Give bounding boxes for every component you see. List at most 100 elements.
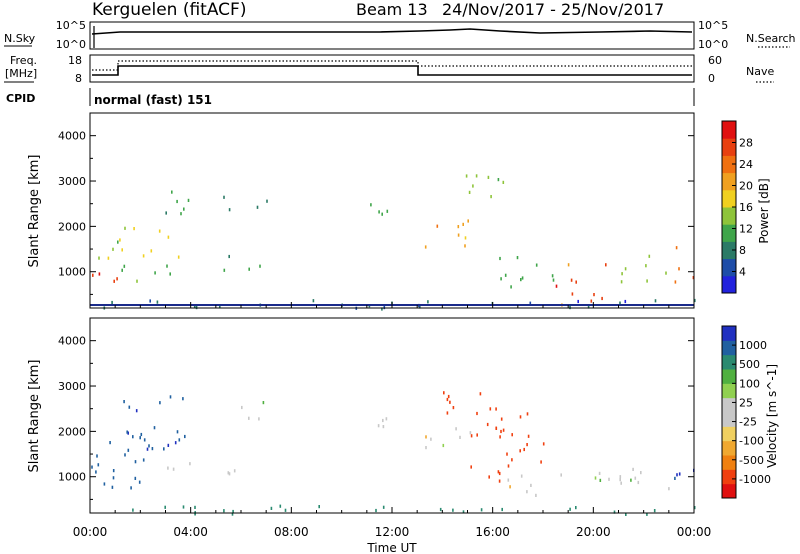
- data-cell: [571, 292, 574, 296]
- cpid-label: CPID: [6, 92, 35, 105]
- data-cell: [446, 411, 449, 415]
- colorbar-swatch: [722, 189, 736, 208]
- freq-label-line2: [MHz]: [5, 67, 37, 80]
- data-cell: [96, 454, 98, 458]
- data-cell: [527, 434, 530, 438]
- data-cell: [149, 299, 151, 303]
- velocity-colorbar-label-text: Velocity [m s^-1]: [765, 364, 779, 468]
- freq-label-line1: Freq.: [10, 54, 37, 67]
- data-cell: [270, 506, 273, 510]
- date-range: 24/Nov/2017 - 25/Nov/2017: [442, 0, 664, 19]
- data-cell: [590, 299, 593, 303]
- data-cell: [92, 273, 94, 277]
- data-cell: [449, 400, 451, 404]
- data-cell: [146, 447, 149, 451]
- data-cell: [98, 272, 101, 276]
- data-cell: [646, 279, 648, 283]
- data-cell: [519, 415, 522, 419]
- data-cell: [619, 475, 622, 479]
- data-cell: [158, 229, 161, 233]
- data-cell: [467, 219, 469, 223]
- data-cell: [194, 512, 196, 516]
- data-cell: [112, 247, 114, 251]
- data-cell: [262, 401, 265, 405]
- data-cell: [470, 434, 473, 438]
- nsky-right-tick-top: 10^5: [698, 19, 728, 32]
- data-cell: [370, 203, 372, 207]
- data-cell: [619, 478, 621, 482]
- colorbar-swatch: [722, 412, 736, 427]
- data-cell: [112, 476, 115, 480]
- data-cell: [184, 434, 186, 439]
- cpid-value: normal (fast) 151: [94, 93, 212, 107]
- data-cell: [625, 512, 627, 516]
- data-cell: [241, 405, 243, 410]
- y-tick-label: 3000: [58, 380, 86, 393]
- data-cell: [381, 212, 383, 216]
- data-cell: [176, 199, 178, 204]
- data-cell: [520, 474, 523, 478]
- colorbar-swatch: [722, 340, 736, 356]
- data-cell: [624, 267, 627, 271]
- data-cell: [446, 397, 449, 402]
- data-cell: [567, 263, 570, 267]
- data-cell: [256, 205, 259, 209]
- data-cell: [495, 426, 497, 430]
- data-cell: [678, 472, 681, 476]
- data-cell: [165, 211, 167, 215]
- y-tick-label: 1000: [58, 471, 86, 484]
- colorbar-swatch: [722, 172, 736, 191]
- data-cell: [163, 447, 165, 451]
- data-cell: [507, 464, 510, 468]
- data-cell: [457, 233, 460, 237]
- data-cell: [500, 429, 502, 434]
- time-tick-label: 12:00: [375, 525, 410, 539]
- time-tick-label: 16:00: [475, 525, 510, 539]
- colorbar-swatch: [722, 155, 736, 174]
- nsky-right-tick-bottom: 10^0: [698, 38, 728, 51]
- data-cell: [140, 432, 143, 437]
- velocity-colorbar-label: Velocity [m s^-1]: [765, 364, 779, 468]
- data-cell: [136, 279, 138, 283]
- data-cell: [507, 478, 510, 482]
- data-cell: [127, 448, 130, 452]
- data-cell: [462, 222, 464, 226]
- data-cell: [91, 465, 93, 469]
- data-cell: [139, 436, 141, 440]
- velocity-y-axis: 1000 2000 3000 4000: [58, 317, 694, 500]
- data-cell: [575, 506, 577, 510]
- data-cell: [500, 277, 502, 281]
- data-cell: [510, 285, 512, 289]
- data-cell: [189, 462, 191, 466]
- data-cell: [425, 435, 427, 439]
- colorbar-tick-label: 24: [739, 158, 753, 171]
- data-cell: [497, 178, 500, 182]
- data-cell: [455, 427, 457, 431]
- time-axis-label: Time UT: [366, 541, 417, 554]
- data-cell: [624, 299, 627, 304]
- data-cell: [475, 174, 478, 178]
- data-cell: [227, 471, 230, 475]
- data-cell: [128, 405, 131, 409]
- data-cell: [674, 280, 677, 284]
- data-cell: [123, 264, 126, 268]
- data-cell: [223, 195, 225, 199]
- data-cell: [113, 279, 115, 283]
- data-cell: [502, 180, 505, 184]
- data-cell: [436, 224, 439, 228]
- colorbar-tick-label: -100: [739, 435, 764, 448]
- data-cell: [476, 433, 478, 437]
- data-cell: [569, 507, 571, 511]
- data-cell: [124, 453, 126, 457]
- y-tick-label: 3000: [58, 175, 86, 188]
- data-cell: [480, 508, 483, 512]
- data-cell: [166, 264, 168, 268]
- freq-panel: Freq. [MHz] 18 8 60 0 Nave: [4, 54, 774, 85]
- data-cell: [124, 226, 126, 230]
- data-cell: [630, 478, 632, 482]
- data-cell: [457, 225, 460, 229]
- data-cell: [134, 460, 137, 464]
- data-cell: [142, 254, 145, 258]
- data-cell: [674, 476, 676, 480]
- data-cell: [693, 506, 696, 510]
